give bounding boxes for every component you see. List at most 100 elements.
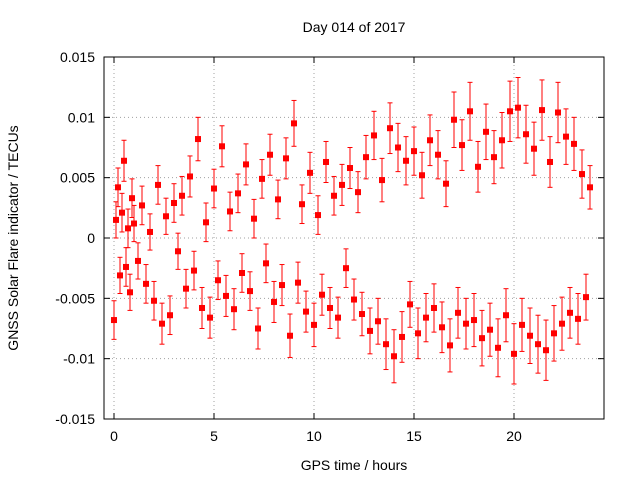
data-point [359, 311, 365, 318]
data-point [287, 332, 293, 339]
y-tick-label: 0.005 [60, 170, 95, 186]
data-point [223, 292, 229, 299]
data-point [231, 306, 237, 313]
data-point [447, 342, 453, 349]
data-point [219, 143, 225, 150]
data-point [351, 296, 357, 303]
data-point [135, 257, 141, 264]
data-point [527, 332, 533, 339]
data-point [363, 154, 369, 161]
data-point [387, 125, 393, 132]
x-tick-label: 20 [506, 428, 522, 444]
data-point [403, 157, 409, 164]
data-point [535, 341, 541, 348]
data-point [443, 180, 449, 187]
data-point [271, 298, 277, 305]
data-point [583, 294, 589, 301]
data-point [523, 131, 529, 138]
data-point [355, 189, 361, 196]
data-point [331, 192, 337, 199]
data-point [499, 137, 505, 144]
data-point [111, 317, 117, 324]
data-point [239, 269, 245, 276]
data-point [119, 209, 125, 216]
data-point [515, 104, 521, 111]
data-point [291, 120, 297, 127]
data-point [463, 320, 469, 327]
data-point [179, 192, 185, 199]
data-point [343, 265, 349, 272]
data-point [427, 137, 433, 144]
data-point [579, 171, 585, 178]
x-axis-title: GPS time / hours [301, 457, 408, 473]
data-point [455, 309, 461, 316]
data-point [379, 177, 385, 184]
data-point [587, 184, 593, 191]
data-point [167, 312, 173, 319]
data-point [367, 327, 373, 334]
y-axis-title: GNSS Solar Flare indicator / TECUs [5, 125, 21, 350]
data-point [467, 108, 473, 115]
data-point [215, 277, 221, 284]
data-point [539, 107, 545, 114]
data-point [399, 333, 405, 340]
data-point [503, 312, 509, 319]
data-point [423, 314, 429, 321]
data-point [391, 353, 397, 360]
data-point [171, 200, 177, 207]
data-point [491, 154, 497, 161]
data-point [375, 318, 381, 325]
y-tick-label: 0.01 [68, 109, 95, 125]
data-point [383, 341, 389, 348]
data-point [395, 144, 401, 151]
data-point [543, 347, 549, 354]
data-point [551, 330, 557, 337]
data-point [275, 196, 281, 203]
data-point [123, 263, 129, 270]
data-point [299, 201, 305, 208]
data-point [139, 202, 145, 209]
data-point [203, 219, 209, 226]
data-point [235, 190, 241, 197]
data-point [575, 315, 581, 322]
data-point [483, 128, 489, 135]
data-point [259, 175, 265, 182]
data-point [129, 195, 135, 202]
y-tick-label: -0.01 [63, 351, 95, 367]
data-point [563, 133, 569, 140]
data-point [131, 220, 137, 227]
data-point [175, 248, 181, 255]
data-point [559, 320, 565, 327]
y-tick-label: 0.015 [60, 49, 95, 65]
data-point [459, 142, 465, 149]
data-point [431, 304, 437, 311]
data-point [267, 151, 273, 158]
x-tick-label: 15 [406, 428, 422, 444]
data-point [315, 212, 321, 219]
x-axis: 0 5 10 15 20 [110, 57, 522, 444]
data-point [327, 304, 333, 311]
y-tick-label: 0 [87, 230, 95, 246]
data-point [319, 291, 325, 298]
data-point [451, 116, 457, 123]
data-point [519, 321, 525, 328]
data-point [255, 325, 261, 332]
y-tick-label: -0.015 [55, 411, 95, 427]
data-layer [111, 77, 593, 385]
data-point [339, 181, 345, 188]
data-point [407, 301, 413, 308]
data-point [251, 215, 257, 222]
y-axis: -0.015 -0.01 -0.005 0 0.005 0.01 0.015 [55, 49, 604, 427]
data-point [471, 317, 477, 324]
data-point [571, 140, 577, 147]
data-point [159, 320, 165, 327]
data-point [125, 225, 131, 232]
data-point [411, 148, 417, 155]
data-point [435, 151, 441, 158]
x-tick-label: 5 [210, 428, 218, 444]
data-point [151, 297, 157, 304]
data-point [555, 109, 561, 116]
data-point [303, 308, 309, 315]
data-point [479, 335, 485, 342]
